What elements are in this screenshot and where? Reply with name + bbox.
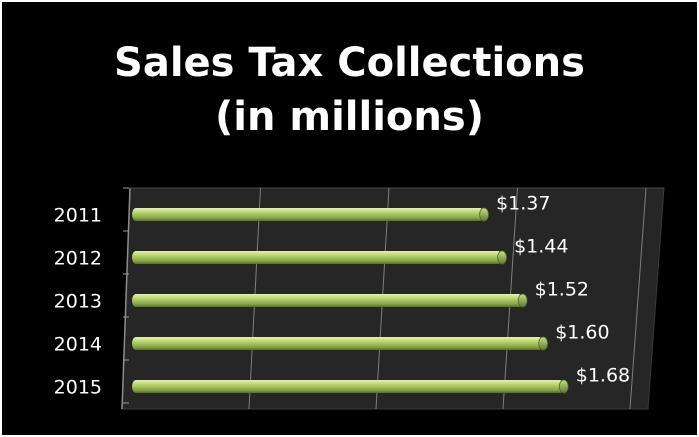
data-label-2012: $1.44: [514, 236, 568, 258]
category-label-2012: 2012: [54, 248, 102, 270]
bar-2015: [132, 380, 564, 393]
bar-end-cap-2014: [538, 336, 549, 351]
category-label-2015: 2015: [54, 377, 102, 399]
bar-2014: [132, 337, 544, 350]
bar-2013: [132, 294, 523, 307]
data-label-2015: $1.68: [576, 365, 630, 387]
bar-end-cap-2013: [517, 293, 528, 308]
bar-end-cap-2015: [558, 379, 569, 394]
data-label-2014: $1.60: [555, 322, 609, 344]
chart-title-line-2: (in millions): [215, 94, 484, 140]
category-label-2011: 2011: [54, 205, 102, 227]
bar-end-cap-2012: [497, 250, 507, 265]
bar-end-cap-2011: [479, 207, 489, 222]
axis-left-wall: [121, 187, 131, 410]
bars: [132, 207, 569, 394]
data-label-2011: $1.37: [496, 193, 550, 215]
chart-title-line-1: Sales Tax Collections: [114, 40, 585, 86]
bar-2011: [132, 208, 485, 221]
gridline: [629, 187, 647, 410]
category-label-2013: 2013: [54, 291, 102, 313]
chart-title: Sales Tax Collections (in millions): [2, 36, 697, 144]
data-label-2013: $1.52: [535, 279, 589, 301]
category-axis-ticks: [123, 187, 129, 404]
labels: 2011 $1.37 2012 $1.44 2013 $1.52 2014 $1.60 2015…: [54, 193, 631, 399]
bar-2012: [132, 251, 503, 264]
category-label-2014: 2014: [54, 334, 102, 356]
